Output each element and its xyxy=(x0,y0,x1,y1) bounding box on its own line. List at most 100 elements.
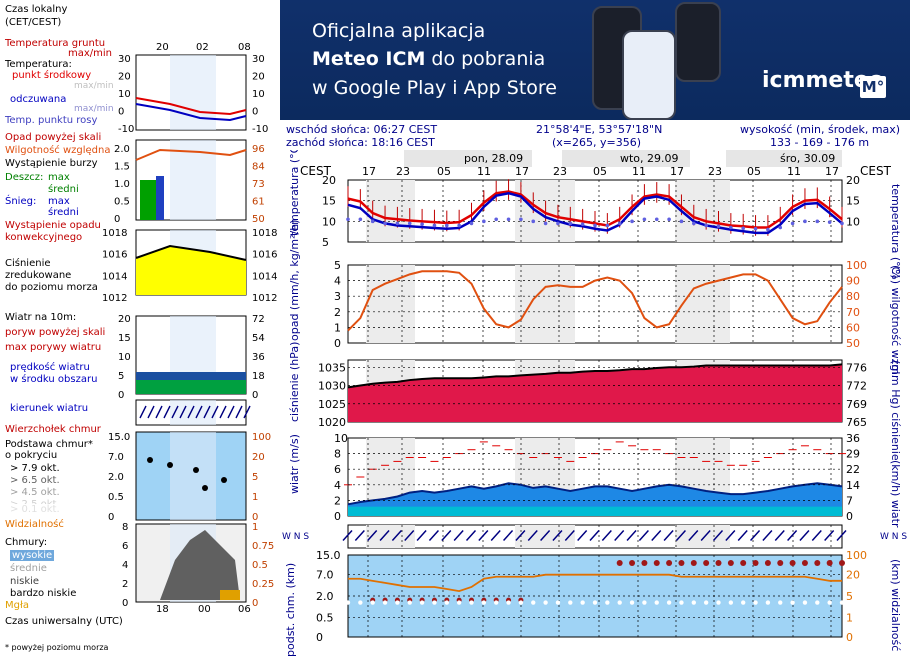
legend-tick-left: 15 xyxy=(118,333,131,344)
dew-point-dot xyxy=(692,221,696,226)
ylabel-right-precip: (%) wilgotność wzgl. xyxy=(889,265,902,378)
promo-banner[interactable]: Oficjalna aplikacja Meteo ICM do pobrani… xyxy=(280,0,910,120)
dew-point-dot xyxy=(593,223,597,228)
ylabel-right-pressure: (mm Hg) ciśnienie xyxy=(889,360,902,461)
legend-cloud-dot xyxy=(202,485,208,491)
y-tick-left: 0 xyxy=(334,510,341,523)
wind-arrow xyxy=(663,529,674,542)
legend-clouds-vlow: bardzo niskie xyxy=(10,588,77,599)
series-0 xyxy=(347,190,843,229)
legend-cloud-dot xyxy=(193,467,199,473)
legend-panel: Czas lokalny (CET/CEST) 20 02 08 Tempera… xyxy=(0,0,280,660)
hour-label: 05 xyxy=(593,165,607,178)
y-tick-right: 769 xyxy=(846,398,867,411)
y-tick-right: 7 xyxy=(846,494,853,507)
cloud-base-dot xyxy=(691,600,696,605)
legend-wind-arrow xyxy=(243,405,251,419)
legend-humidity-line xyxy=(135,148,247,161)
ylabel-left-temp: temperatura (°C) xyxy=(288,150,301,236)
dew-point-dot xyxy=(383,221,387,226)
legend-tick-left: 0 xyxy=(122,598,128,609)
cloud-base-dot xyxy=(802,600,808,605)
legend-tick-right: 5 xyxy=(252,472,258,483)
legend-wind-arrow xyxy=(219,405,227,419)
dew-point-dot xyxy=(445,223,449,228)
banner-line-3: w Google Play i App Store xyxy=(312,77,557,99)
legend-wind-title: Wiatr na 10m: xyxy=(5,312,77,323)
dew-point-dot xyxy=(580,222,585,227)
y-tick-right: 20 xyxy=(846,569,860,582)
legend-tick-left: 2 xyxy=(122,579,128,590)
legend-clouds-mid: średnie xyxy=(10,563,47,574)
sunset: zachód słońca: 18:16 CEST xyxy=(286,136,435,149)
bottom-hour-3: 06 xyxy=(238,604,251,615)
panel-frame xyxy=(347,524,843,549)
ylabel-right-temp: temperatura (°C) xyxy=(889,184,902,279)
legend-mini-charts: 3020100-103020100-102.01.51.00.509684736… xyxy=(102,54,277,609)
cloud-base-dot xyxy=(752,560,759,566)
cloud-base-dot xyxy=(506,600,511,605)
legend-wind-arrow xyxy=(203,405,211,419)
legend-wind-arrow xyxy=(155,405,163,419)
dew-point-dot xyxy=(531,219,536,224)
cloud-base-dot xyxy=(666,600,672,605)
cloud-base-dot xyxy=(716,600,721,605)
banner-line-2: Meteo ICM do pobrania xyxy=(312,48,546,70)
legend-wind-arrow xyxy=(163,405,171,419)
legend-wind-gust-over: poryw powyżej skali xyxy=(5,327,106,338)
legend-okt-2: > 6.5 okt. xyxy=(10,475,60,486)
legend-temp-line xyxy=(135,97,247,116)
wind-arrow xyxy=(453,529,464,542)
legend-okt-1: > 7.9 okt. xyxy=(10,463,60,474)
legend-tick-left: 6 xyxy=(122,541,128,552)
dew-point-dot xyxy=(642,217,647,222)
sunrise: wschód słońca: 06:27 CEST xyxy=(286,123,438,136)
pressure-line xyxy=(347,363,843,389)
hour-label: 23 xyxy=(553,165,567,178)
legend-tick-left: 10 xyxy=(118,352,131,363)
time-zone-label-1: Czas lokalny xyxy=(5,4,68,15)
legend-tick-right: 84 xyxy=(252,162,265,173)
wind-arrow xyxy=(367,529,378,542)
legend-temp-feel-maxmin: max/min xyxy=(74,104,114,114)
hour-label: 05 xyxy=(747,165,761,178)
panel-4 xyxy=(342,524,847,549)
dew-point-dot xyxy=(370,219,375,224)
y-tick-left: 1035 xyxy=(318,361,346,374)
wind-arrow xyxy=(700,529,711,542)
wind-line xyxy=(347,482,843,506)
panel-5: 15.0 7.0 2.0 0.5 0 100 20 5 1 0 xyxy=(316,549,867,644)
legend-night-band xyxy=(170,432,216,520)
time-zone-label-2: (CET/CEST) xyxy=(5,17,62,28)
legend-wind-arrow xyxy=(211,405,219,419)
legend-tick-right: 18 xyxy=(252,371,265,382)
legend-cloud-dot xyxy=(167,462,173,468)
cloud-base-dot xyxy=(764,560,771,566)
legend-tick-right: 100 xyxy=(252,432,271,443)
wind-arrow xyxy=(688,529,699,542)
y-tick-right: 10 xyxy=(846,215,860,228)
y-tick-right: 776 xyxy=(846,361,867,374)
cloud-base-dot xyxy=(690,560,697,566)
legend-snow-mean: średni xyxy=(48,207,79,218)
y-tick-right: 90 xyxy=(846,275,860,288)
dew-point-dot xyxy=(457,223,461,228)
legend-tick-left: 0 xyxy=(118,107,124,118)
dew-point-dot xyxy=(630,219,634,224)
day-label: śro, 30.09 xyxy=(780,152,835,165)
legend-fog-bar xyxy=(220,590,240,600)
legend-pressure-3: do poziomu morza xyxy=(5,282,98,293)
phone-image-3 xyxy=(675,2,721,82)
hour-label: 23 xyxy=(708,165,722,178)
hour-label: 11 xyxy=(787,165,801,178)
wind-arrow xyxy=(478,529,489,542)
legend-ground-maxmin: max/min xyxy=(68,48,113,59)
dew-point-dot xyxy=(543,221,548,226)
top-hour-1: 20 xyxy=(156,42,169,53)
legend-tick-left: 0 xyxy=(114,214,120,225)
legend-tick-right: 1 xyxy=(252,522,258,533)
legend-okt-3: > 4.5 okt. xyxy=(10,487,60,498)
tz-label-right: CEST xyxy=(860,164,892,178)
cloud-base-dot xyxy=(728,600,734,605)
legend-tick-left: 1012 xyxy=(102,293,127,304)
